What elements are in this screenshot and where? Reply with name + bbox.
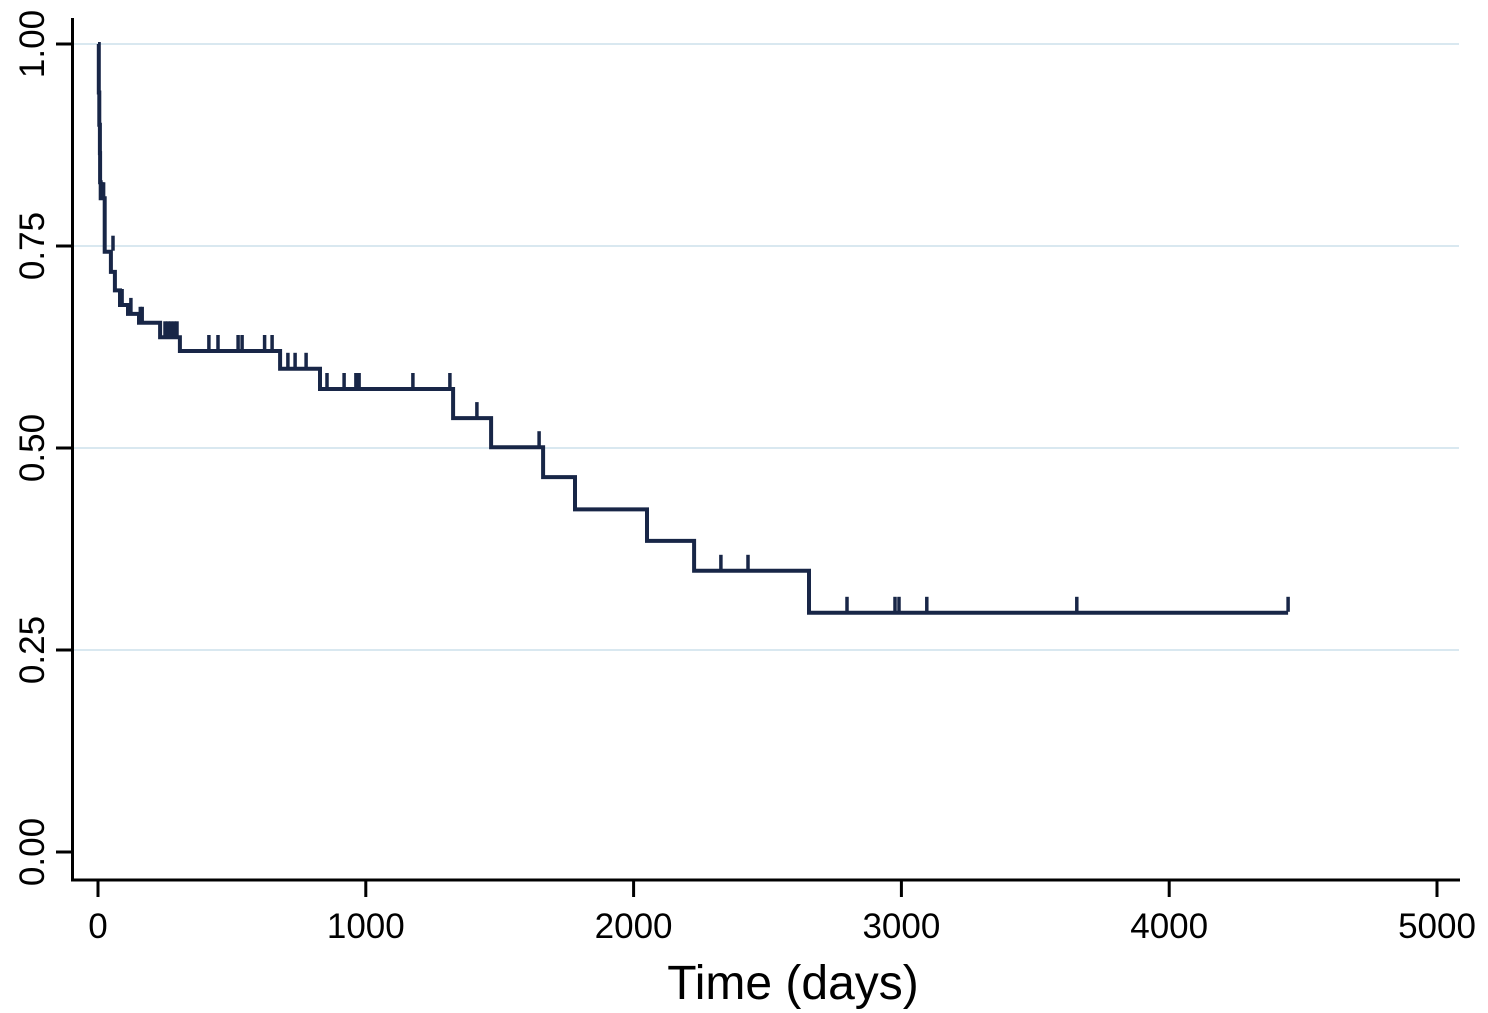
y-tick-label: 0.50 [13,414,52,482]
survival-curve [96,42,1289,615]
y-tick-label: 0.25 [13,616,52,684]
x-axis: 0 1000 2000 3000 4000 5000 [71,878,1476,946]
x-tick-label: 1000 [327,907,405,946]
y-axis: 0.00 0.25 0.50 0.75 1.00 [13,10,74,886]
x-axis-title: Time (days) [667,957,919,1010]
censor-marks [99,182,1290,612]
y-tick-label: 1.00 [13,10,52,78]
x-tick-label: 5000 [1398,907,1476,946]
x-tick-label: 2000 [595,907,673,946]
x-tick-label: 4000 [1130,907,1208,946]
x-tick-label: 0 [88,907,107,946]
x-tick-label: 3000 [862,907,940,946]
km-step-path [96,42,1289,615]
gridlines [74,43,1459,651]
y-tick-label: 0.75 [13,212,52,280]
y-tick-label: 0.00 [13,818,52,886]
